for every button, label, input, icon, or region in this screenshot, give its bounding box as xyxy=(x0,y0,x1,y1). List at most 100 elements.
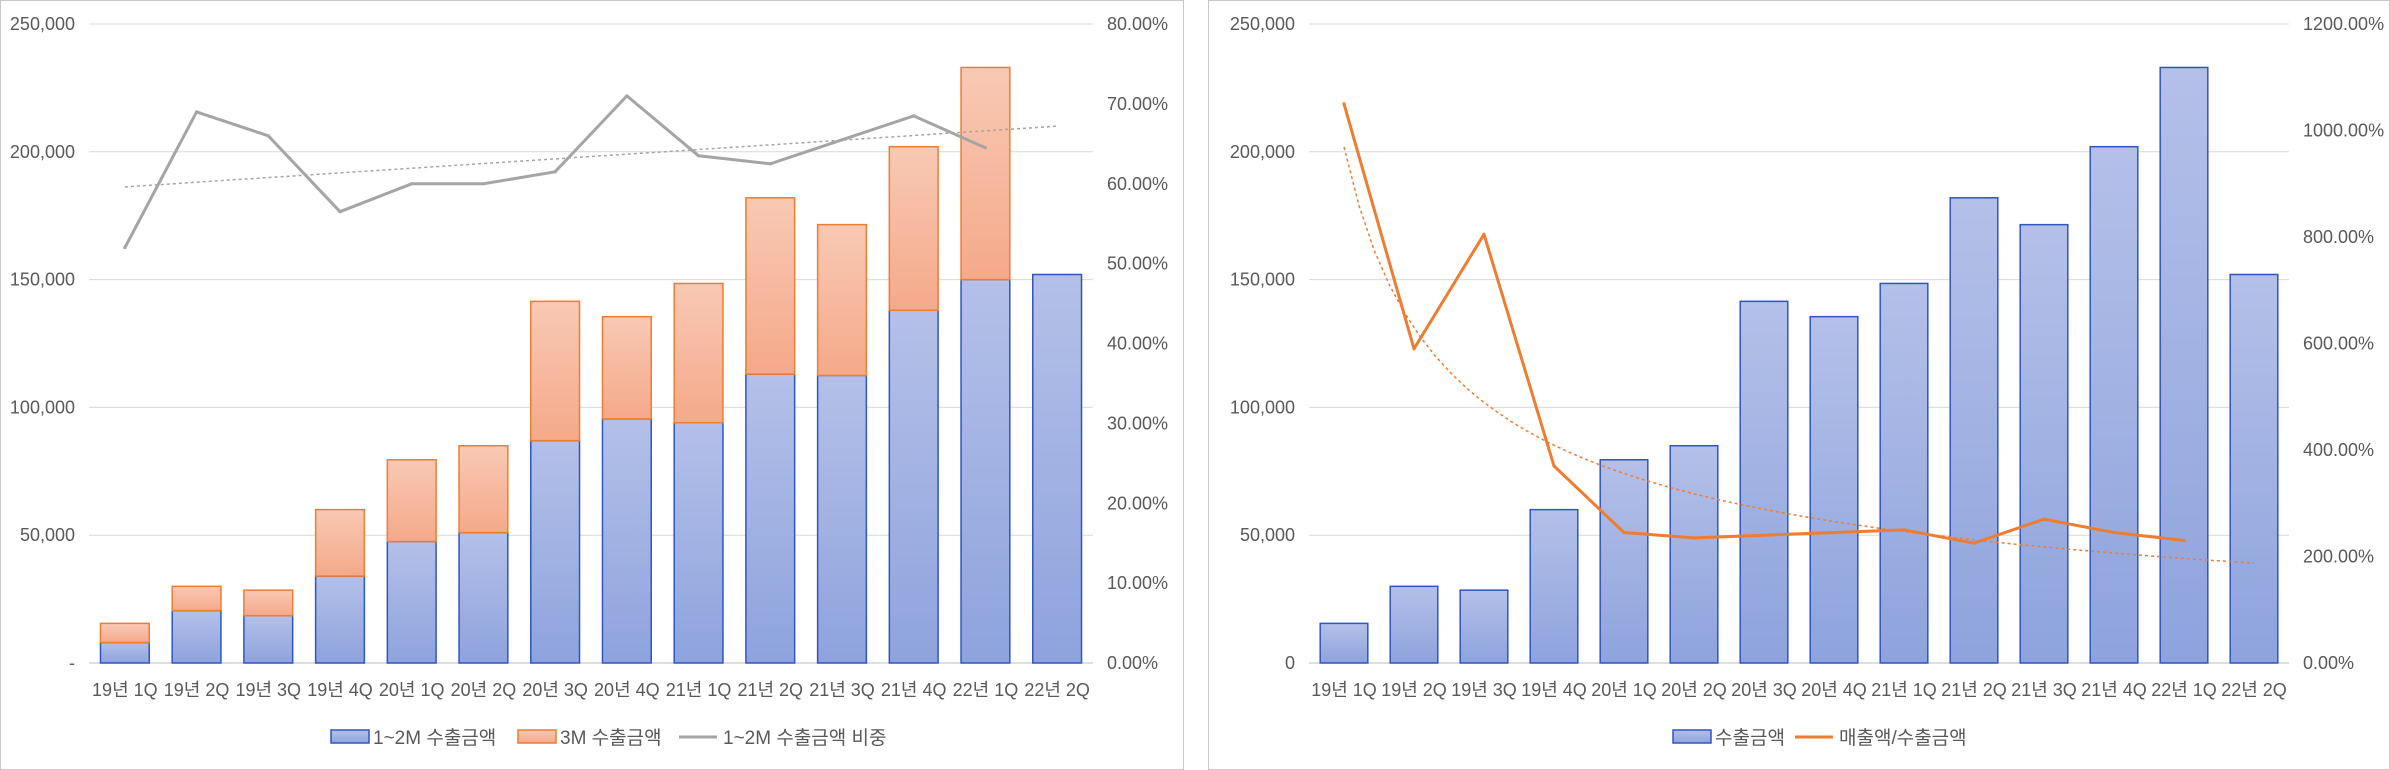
line-point xyxy=(1342,102,1346,106)
line-point xyxy=(2182,538,2186,543)
line-point xyxy=(1412,347,1416,351)
y-right-tick-label: 400.00% xyxy=(2303,440,2374,460)
line-point xyxy=(840,138,844,142)
line-point xyxy=(1832,530,1836,535)
bar xyxy=(171,585,222,612)
bar xyxy=(745,197,796,375)
bar xyxy=(530,300,581,442)
x-tick-label: 22년 2Q xyxy=(2221,680,2287,700)
bar xyxy=(1529,508,1579,664)
trendline xyxy=(1343,146,2255,564)
bar xyxy=(1459,589,1509,664)
y-left-tick-label: 100,000 xyxy=(10,397,75,417)
y-right-tick-label: 80.00% xyxy=(1107,14,1168,34)
y-right-tick-label: 1000.00% xyxy=(2303,121,2384,141)
line-point xyxy=(123,246,127,250)
line-point xyxy=(768,162,772,166)
bar xyxy=(1809,315,1859,664)
y-right-tick-label: 20.00% xyxy=(1107,493,1168,513)
y-left-tick-label: 200,000 xyxy=(10,142,75,162)
legend-label: 매출액/수출금액 xyxy=(1839,727,1967,749)
bar-line-chart: 0 50,000 100,000 150,000 200,000 250,000 0.00%… xyxy=(1230,14,2384,749)
bar xyxy=(99,641,150,664)
line-point xyxy=(625,94,629,98)
bar xyxy=(2089,145,2139,664)
chart-panel-left: - 50,000 100,000 150,000 200,000 250,000 0.00%… xyxy=(0,0,1184,770)
y-left-tick-label: 250,000 xyxy=(1230,14,1295,34)
x-tick-label: 21년 1Q xyxy=(1871,680,1937,700)
y-left-tick-label: 50,000 xyxy=(1240,525,1295,545)
line-point xyxy=(1482,232,1486,236)
line-point xyxy=(696,154,701,158)
bar xyxy=(673,421,724,664)
line-point xyxy=(983,146,988,150)
line-point xyxy=(1972,541,1976,545)
bar xyxy=(243,589,294,617)
y-right-tick-label: 40.00% xyxy=(1107,334,1168,354)
x-tick-label: 21년 4Q xyxy=(881,680,947,700)
bar xyxy=(171,609,222,664)
x-tick-label: 20년 2Q xyxy=(451,680,517,700)
legend-label: 1~2M 수출금액 비중 xyxy=(723,727,887,749)
bar xyxy=(601,315,652,420)
y-right-tick-label: 60.00% xyxy=(1107,174,1168,194)
bar xyxy=(2229,273,2279,664)
bar xyxy=(1949,197,1999,664)
bar xyxy=(530,439,581,664)
y-right-tick-label: 0.00% xyxy=(2303,653,2354,673)
x-tick-label: 20년 2Q xyxy=(1661,680,1727,700)
x-tick-label: 20년 1Q xyxy=(1591,680,1657,700)
bar xyxy=(386,540,437,664)
line-point xyxy=(2112,530,2116,535)
x-tick-label: 19년 3Q xyxy=(235,680,301,700)
bar xyxy=(601,418,652,664)
y-left-tick-label: 50,000 xyxy=(20,525,75,545)
bar xyxy=(1032,273,1083,664)
bar xyxy=(386,459,437,543)
x-tick-label: 19년 1Q xyxy=(92,680,158,700)
x-tick-label: 19년 3Q xyxy=(1451,680,1517,700)
bar xyxy=(1389,585,1439,664)
x-tick-label: 19년 2Q xyxy=(1381,680,1447,700)
bar xyxy=(2159,66,2209,664)
x-tick-label: 19년 4Q xyxy=(307,680,373,700)
line-point xyxy=(338,210,342,214)
line-point xyxy=(266,134,270,138)
y-left-tick-label: 150,000 xyxy=(1230,270,1295,290)
x-tick-label: 20년 1Q xyxy=(379,680,445,700)
chart-panel-right: 0 50,000 100,000 150,000 200,000 250,000 0.00%… xyxy=(1208,0,2390,770)
x-tick-label: 20년 4Q xyxy=(1801,680,1867,700)
y-left-tick-label: 100,000 xyxy=(1230,397,1295,417)
legend-swatch xyxy=(330,729,370,744)
legend-swatch xyxy=(517,729,557,744)
legend-label: 1~2M 수출금액 xyxy=(373,727,496,749)
y-left-tick-label: 200,000 xyxy=(1230,142,1295,162)
y-right-tick-label: 0.00% xyxy=(1107,653,1158,673)
x-tick-label: 22년 1Q xyxy=(953,680,1019,700)
y-right-tick-label: 50.00% xyxy=(1107,254,1168,274)
x-tick-label: 21년 2Q xyxy=(1941,680,2007,700)
line-point xyxy=(1762,533,1766,537)
y-right-tick-label: 70.00% xyxy=(1107,94,1168,114)
x-tick-label: 22년 2Q xyxy=(1024,680,1090,700)
x-tick-label: 21년 2Q xyxy=(737,680,803,700)
legend-label: 수출금액 xyxy=(1715,727,1785,749)
bar xyxy=(960,278,1011,664)
line-point xyxy=(1552,464,1556,468)
stacked-bar-line-chart: - 50,000 100,000 150,000 200,000 250,000 0.00%… xyxy=(10,14,1168,749)
bar xyxy=(1879,282,1929,664)
bar xyxy=(745,373,796,664)
line-point xyxy=(410,182,414,186)
line-point xyxy=(912,114,916,118)
y-right-tick-label: 800.00% xyxy=(2303,227,2374,247)
y-left-tick-label: - xyxy=(69,653,75,673)
line-point xyxy=(553,170,557,174)
bar xyxy=(888,309,939,664)
bar xyxy=(1319,622,1369,664)
x-tick-label: 20년 3Q xyxy=(522,680,588,700)
bar xyxy=(458,444,509,534)
y-left-tick-label: 150,000 xyxy=(10,270,75,290)
x-tick-label: 20년 4Q xyxy=(594,680,660,700)
bar xyxy=(1599,459,1649,664)
x-tick-label: 21년 4Q xyxy=(2081,680,2147,700)
